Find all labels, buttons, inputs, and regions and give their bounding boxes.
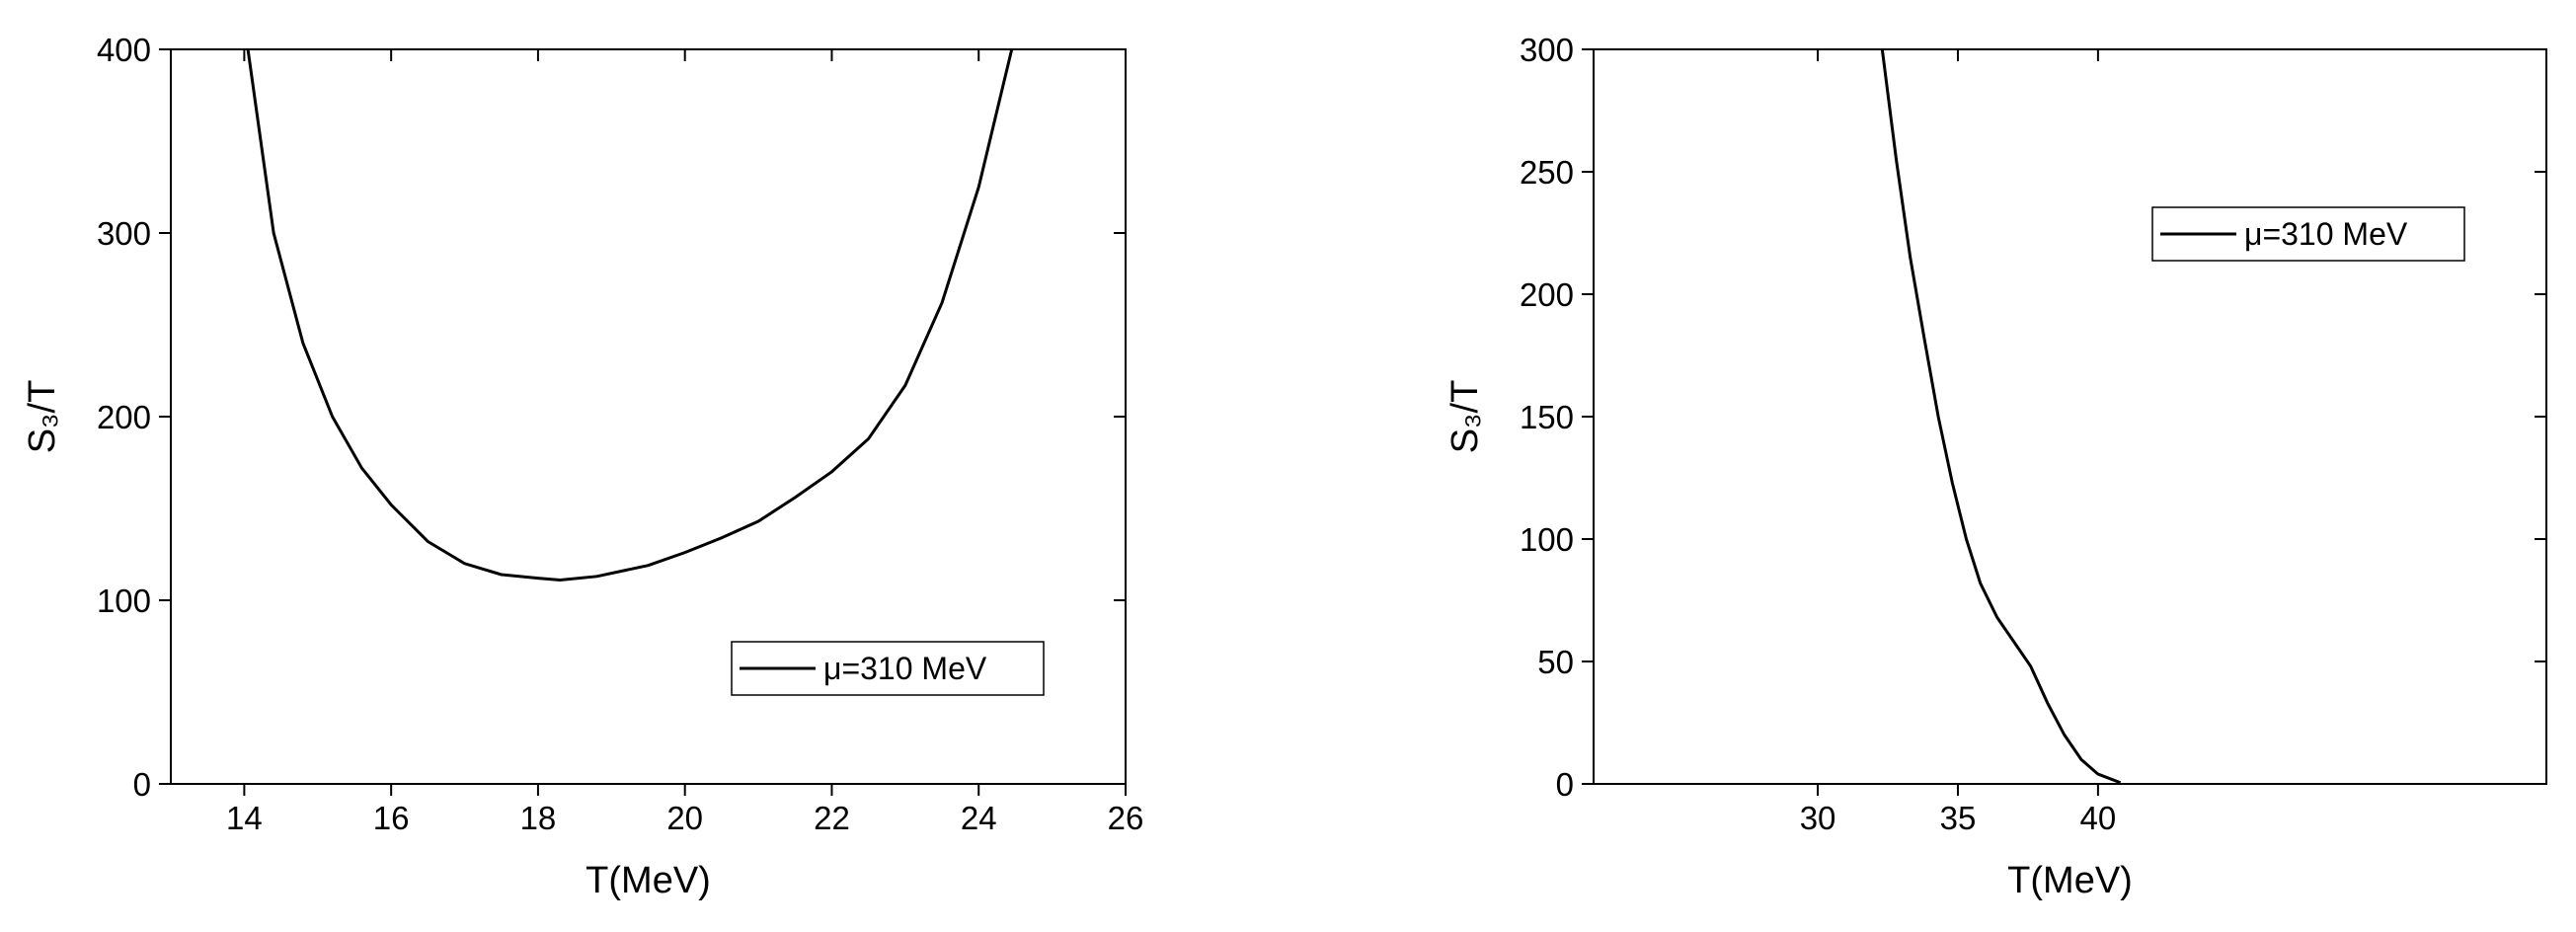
y-tick-label: 300 [97,215,151,252]
x-tick-label: 14 [226,800,263,836]
y-tick-label: 250 [1520,154,1574,191]
y-tick-label: 0 [133,766,151,803]
plot-frame [170,48,1127,785]
y-tick-label: 300 [1520,32,1574,68]
data-line [1880,49,2122,784]
y-tick-label: 100 [1520,521,1574,558]
legend-label: μ=310 MeV [2244,216,2408,252]
y-axis-label: S₃/T [1444,380,1486,454]
y-tick-label: 100 [97,582,151,619]
y-tick-label: 200 [1520,276,1574,313]
y-tick-label: 50 [1537,644,1574,680]
x-tick-label: 22 [814,800,850,836]
plot-frame [1593,48,2547,785]
y-axis-label: S₃/T [22,380,63,454]
x-tick-label: 30 [1800,800,1836,836]
chart-panel: 30 35 40 0 50 100 150 200 250 300 T(MeV) S₃/T μ=310 … [1444,32,2547,901]
y-tick-label: 200 [97,399,151,435]
x-tick-label: 20 [666,800,703,836]
legend-label: μ=310 MeV [823,651,987,686]
x-tick-label: 35 [1940,800,1977,836]
data-line [246,49,1014,582]
x-axis-label: T(MeV) [585,860,711,901]
chart-panel: 14 16 18 20 22 24 26 0 100 200 300 400 T(MeV) S₃/T μ=3… [22,32,1143,901]
y-tick-label: 400 [97,32,151,68]
x-tick-label: 16 [373,800,410,836]
x-tick-label: 24 [961,800,997,836]
x-axis-label: T(MeV) [2007,860,2133,901]
y-tick-label: 150 [1520,399,1574,435]
y-tick-label: 0 [1556,766,1574,803]
x-tick-label: 26 [1108,800,1144,836]
x-tick-label: 40 [2080,800,2117,836]
x-tick-label: 18 [520,800,557,836]
